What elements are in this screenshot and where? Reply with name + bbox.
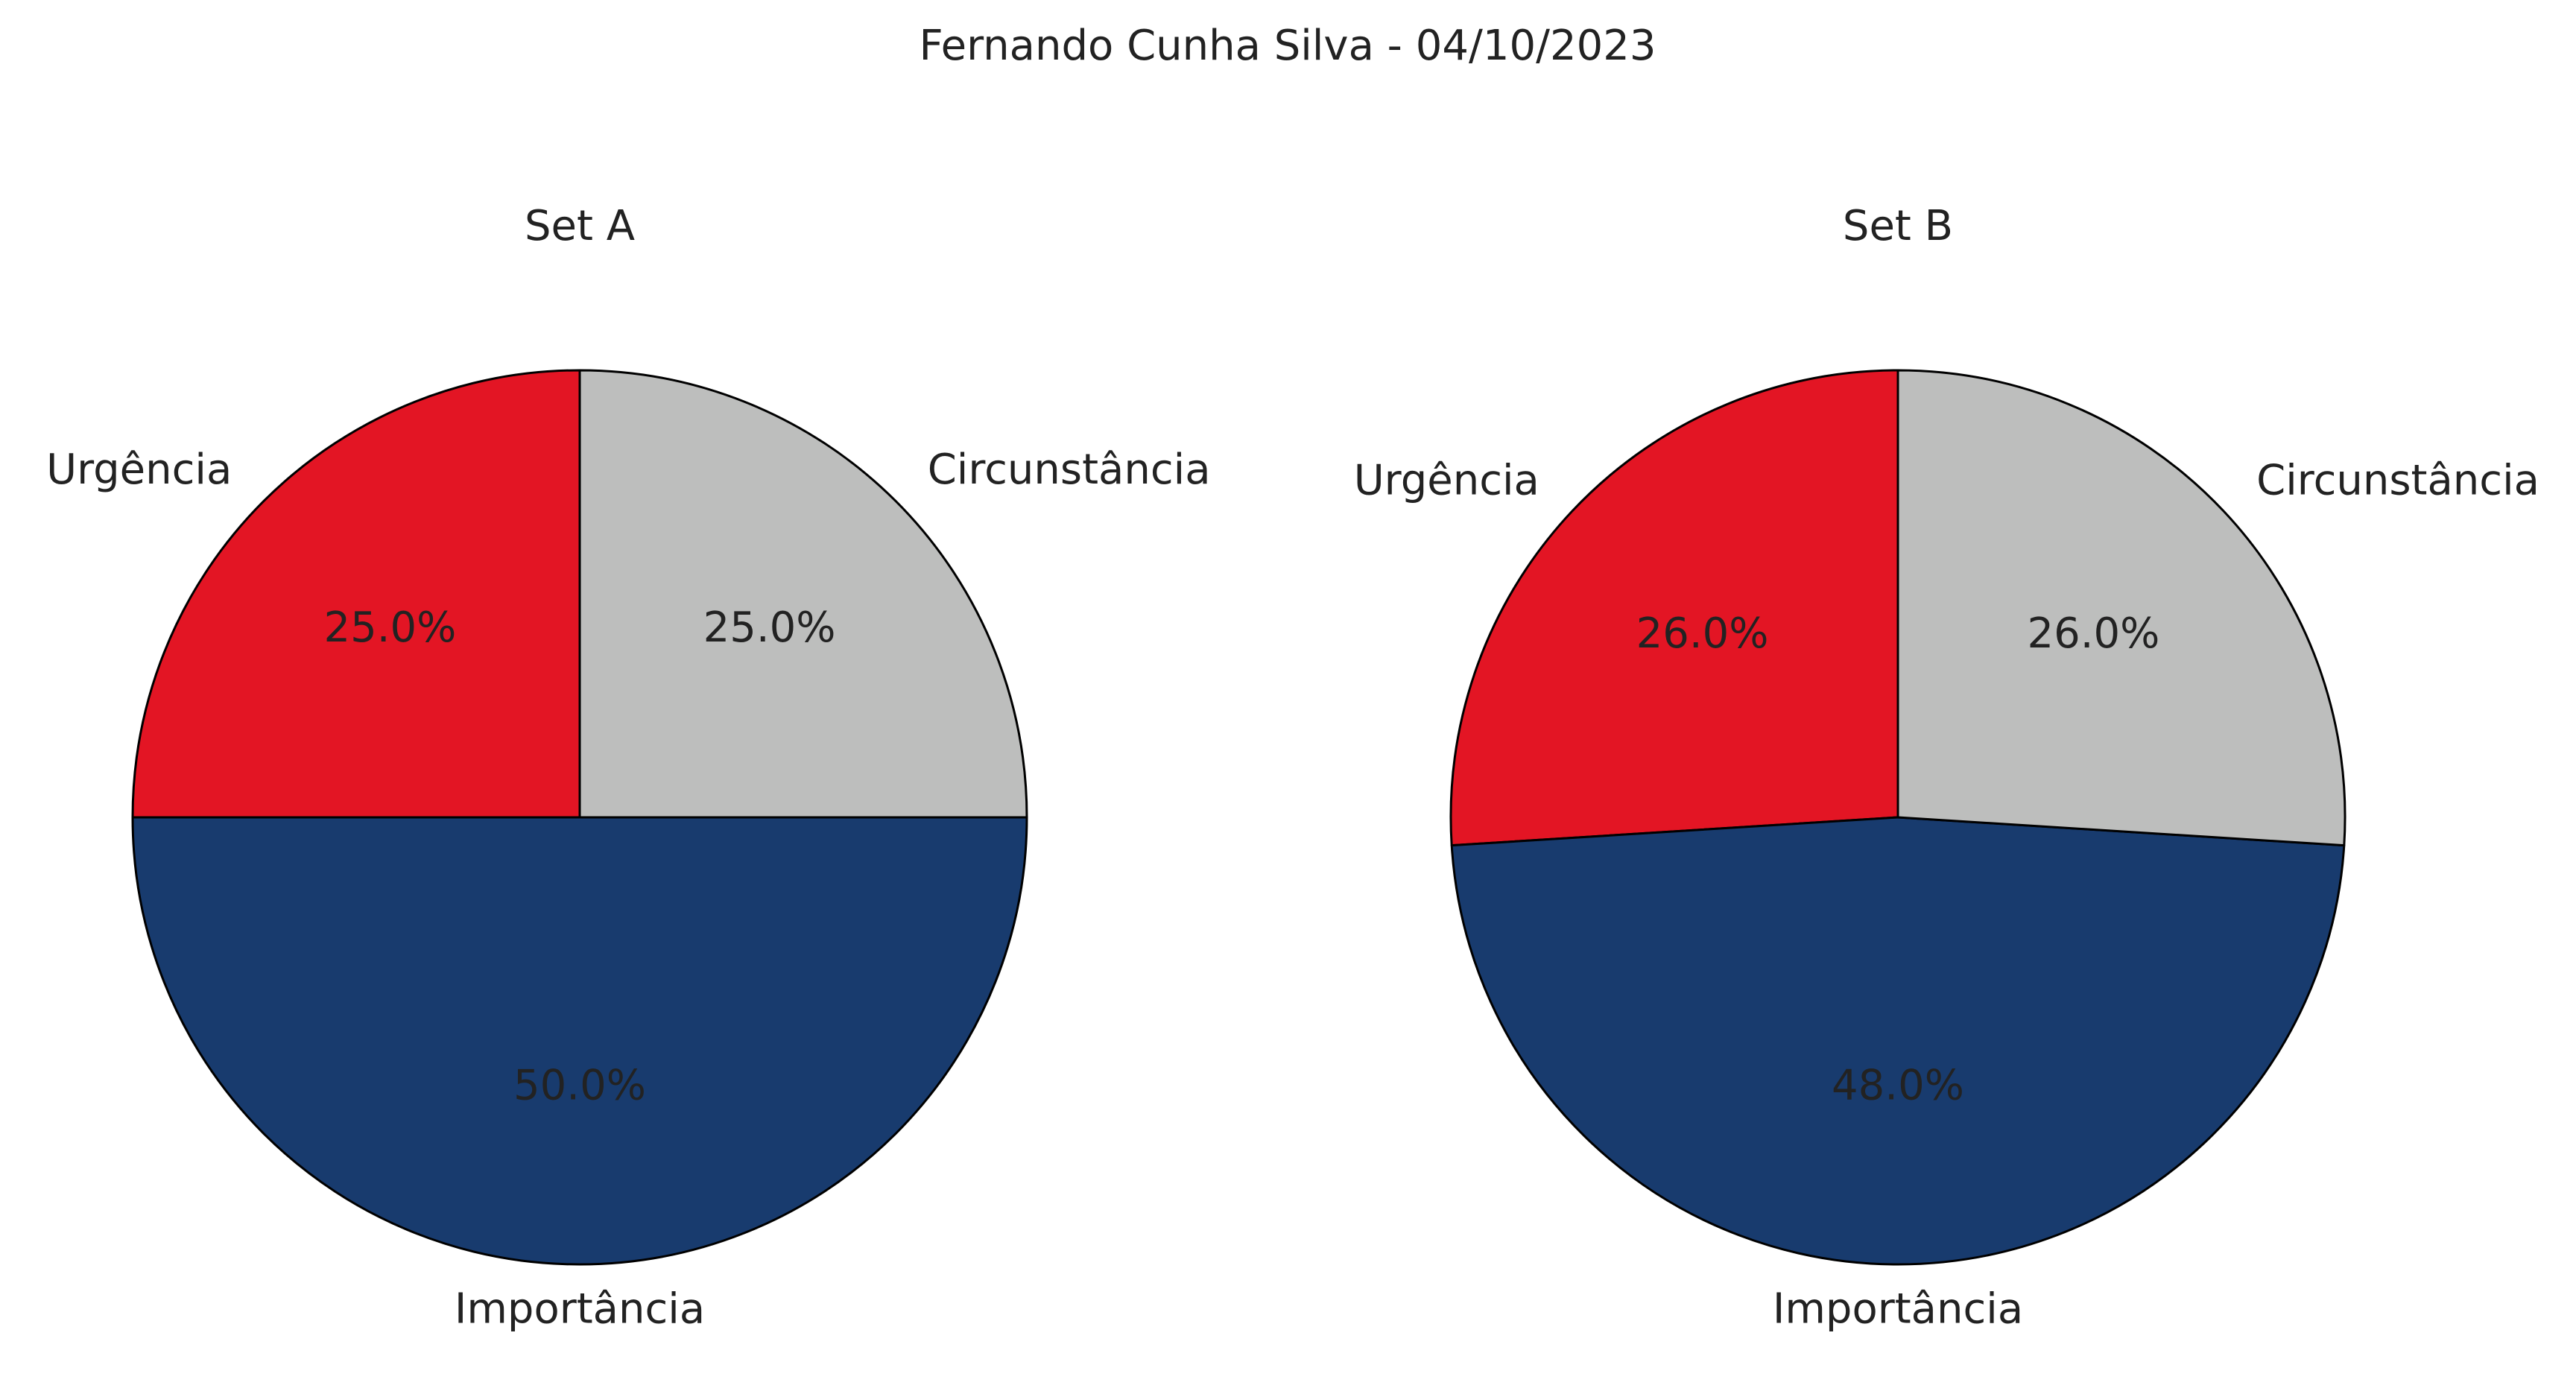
pie-labels-set-b: Urgência 26.0% Importância 48.0% Circunstânc… <box>1354 457 2539 1334</box>
pie-slice-importancia <box>131 816 1028 1266</box>
percent-label-importancia: 48.0% <box>1832 1062 1964 1110</box>
pie-title-set-a: Set A <box>525 202 635 250</box>
pie-slice-urgencia <box>131 369 581 819</box>
pie-slices-set-b <box>1449 369 2346 1266</box>
pie-slices-set-a <box>131 369 1028 1266</box>
pie-chart-set-b: Set B Urgência 26.0% Importância 48.0% Circu… <box>1354 202 2539 1334</box>
slice-label-importancia: Importância <box>1773 1285 2023 1334</box>
percent-label-circunstancia: 25.0% <box>703 604 836 652</box>
percent-label-urgencia: 26.0% <box>1636 609 1769 658</box>
percent-label-circunstancia: 26.0% <box>2027 609 2159 658</box>
pie-chart-set-a: Set A Urgência 25.0% Importância 50.0% Circu… <box>46 202 1210 1334</box>
figure-title: Fernando Cunha Silva - 04/10/2023 <box>920 22 1656 70</box>
pie-slice-circunstancia <box>578 369 1028 819</box>
slice-label-urgencia: Urgência <box>46 446 232 494</box>
percent-label-urgencia: 25.0% <box>323 604 456 652</box>
pie-slice-circunstancia <box>1896 369 2346 847</box>
slice-label-circunstancia: Circunstância <box>2256 457 2539 505</box>
slice-label-importancia: Importância <box>455 1285 705 1334</box>
pie-title-set-b: Set B <box>1843 202 1953 250</box>
pie-labels-set-a: Urgência 25.0% Importância 50.0% Circunstânc… <box>46 446 1210 1334</box>
pie-slice-urgencia <box>1449 369 1899 847</box>
pie-slice-importancia <box>1450 816 2346 1266</box>
percent-label-importancia: 50.0% <box>513 1062 646 1110</box>
slice-label-circunstancia: Circunstância <box>928 446 1211 494</box>
slice-label-urgencia: Urgência <box>1354 457 1539 505</box>
